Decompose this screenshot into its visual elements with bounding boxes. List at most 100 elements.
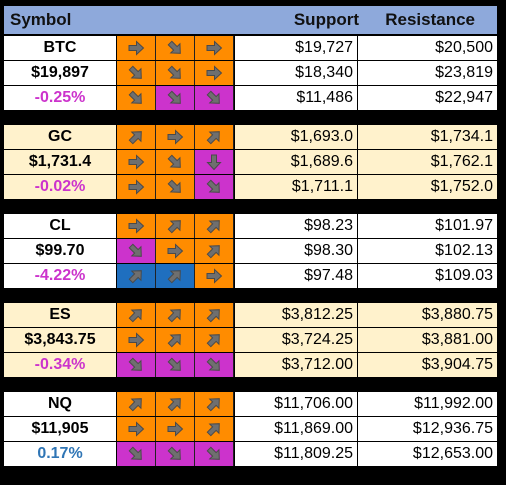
trend-arrow-cell xyxy=(117,36,156,60)
trend-arrow-cell xyxy=(117,214,156,238)
trend-arrow-cell xyxy=(117,61,156,85)
trend-arrow-cell xyxy=(156,61,195,85)
percent-change: -0.02% xyxy=(4,175,116,199)
trend-arrow-cell xyxy=(195,328,234,352)
resistance-value: $20,500 xyxy=(358,36,497,60)
support-value: $11,706.00 xyxy=(235,392,357,416)
support-value: $98.30 xyxy=(235,239,357,263)
table-row: ES $3,812.25 $3,880.75 xyxy=(4,303,497,327)
support-value: $3,712.00 xyxy=(235,353,357,377)
percent-change: -0.25% xyxy=(4,86,116,110)
resistance-value: $1,734.1 xyxy=(358,125,497,149)
trend-arrow-cell xyxy=(117,417,156,441)
arrow-right-icon xyxy=(126,177,146,197)
arrow-down-right-icon xyxy=(204,88,224,108)
trend-arrow-cell xyxy=(195,214,234,238)
trend-arrow-cell xyxy=(117,264,156,288)
resistance-value: $102.13 xyxy=(358,239,497,263)
trend-arrow-cell xyxy=(195,392,234,416)
arrow-down-right-icon xyxy=(204,355,224,375)
arrow-right-icon xyxy=(126,38,146,58)
table-header: Symbol Support Resistance xyxy=(4,6,497,34)
support-value: $11,809.25 xyxy=(235,442,357,466)
table-row: -0.02% $1,711.1 $1,752.0 xyxy=(4,175,497,199)
symbol-label: CL xyxy=(4,214,116,238)
resistance-value: $22,947 xyxy=(358,86,497,110)
symbol-block-es: ES $3,812.25 $3,880.75 $3,843.75 $3,724.25 $3… xyxy=(4,303,497,378)
percent-change: -4.22% xyxy=(4,264,116,288)
arrow-down-right-icon xyxy=(126,88,146,108)
support-value: $18,340 xyxy=(235,61,357,85)
trend-arrow-cell xyxy=(156,328,195,352)
arrow-right-icon xyxy=(204,38,224,58)
trend-arrow-cell xyxy=(195,61,234,85)
trend-arrow-cell xyxy=(195,353,234,377)
trend-arrow-cell xyxy=(195,150,234,174)
arrow-right-icon xyxy=(126,152,146,172)
arrow-right-icon xyxy=(126,330,146,350)
trend-arrow-cell xyxy=(195,264,234,288)
support-value: $1,689.6 xyxy=(235,150,357,174)
symbol-label: ES xyxy=(4,303,116,327)
last-price: $99.70 xyxy=(4,239,116,263)
arrow-up-right-icon xyxy=(165,216,185,236)
symbol-block-nq: NQ $11,706.00 $11,992.00 $11,905 $11,869.00 $… xyxy=(4,392,497,467)
arrow-right-icon xyxy=(126,419,146,439)
resistance-value: $3,881.00 xyxy=(358,328,497,352)
last-price: $19,897 xyxy=(4,61,116,85)
header-resistance: Resistance xyxy=(385,10,475,29)
trend-arrow-cell xyxy=(156,86,195,110)
arrow-right-icon xyxy=(204,266,224,286)
symbol-label: GC xyxy=(4,125,116,149)
trend-arrow-cell xyxy=(156,392,195,416)
arrow-down-right-icon xyxy=(165,177,185,197)
arrow-down-right-icon xyxy=(165,88,185,108)
resistance-value: $23,819 xyxy=(358,61,497,85)
trend-arrow-cell xyxy=(156,214,195,238)
table-row: CL $98.23 $101.97 xyxy=(4,214,497,238)
trend-arrow-cell xyxy=(195,417,234,441)
table-row: $3,843.75 $3,724.25 $3,881.00 xyxy=(4,328,497,352)
support-value: $11,486 xyxy=(235,86,357,110)
trend-arrow-cell xyxy=(117,392,156,416)
resistance-value: $101.97 xyxy=(358,214,497,238)
support-value: $97.48 xyxy=(235,264,357,288)
symbol-label: BTC xyxy=(4,36,116,60)
arrow-down-right-icon xyxy=(204,444,224,464)
trend-arrow-cell xyxy=(117,442,156,466)
arrow-up-right-icon xyxy=(165,394,185,414)
arrow-up-right-icon xyxy=(126,394,146,414)
trend-arrow-cell xyxy=(117,239,156,263)
arrow-down-right-icon xyxy=(126,241,146,261)
resistance-value: $12,653.00 xyxy=(358,442,497,466)
arrow-right-icon xyxy=(165,241,185,261)
trend-arrow-cell xyxy=(156,125,195,149)
trend-arrow-cell xyxy=(195,36,234,60)
trend-arrow-cell xyxy=(195,303,234,327)
support-value: $1,711.1 xyxy=(235,175,357,199)
arrow-up-right-icon xyxy=(126,305,146,325)
arrow-up-right-icon xyxy=(204,241,224,261)
trend-arrow-cell xyxy=(195,125,234,149)
last-price: $1,731.4 xyxy=(4,150,116,174)
symbol-block-cl: CL $98.23 $101.97 $99.70 $98.30 $102.13 -4.22%… xyxy=(4,214,497,289)
resistance-value: $3,904.75 xyxy=(358,353,497,377)
trend-arrow-cell xyxy=(156,239,195,263)
trend-arrow-cell xyxy=(156,417,195,441)
arrow-down-icon xyxy=(204,152,224,172)
trend-arrow-cell xyxy=(117,150,156,174)
trend-arrow-cell xyxy=(117,328,156,352)
support-value: $3,812.25 xyxy=(235,303,357,327)
table-row: $1,731.4 $1,689.6 $1,762.1 xyxy=(4,150,497,174)
table-row: $99.70 $98.30 $102.13 xyxy=(4,239,497,263)
arrow-up-right-icon xyxy=(165,330,185,350)
support-value: $11,869.00 xyxy=(235,417,357,441)
last-price: $11,905 xyxy=(4,417,116,441)
trend-arrow-cell xyxy=(195,239,234,263)
arrow-up-right-icon xyxy=(126,266,146,286)
percent-change: 0.17% xyxy=(4,442,116,466)
arrow-up-right-icon xyxy=(204,127,224,147)
arrow-up-right-icon xyxy=(204,419,224,439)
trend-arrow-cell xyxy=(156,353,195,377)
